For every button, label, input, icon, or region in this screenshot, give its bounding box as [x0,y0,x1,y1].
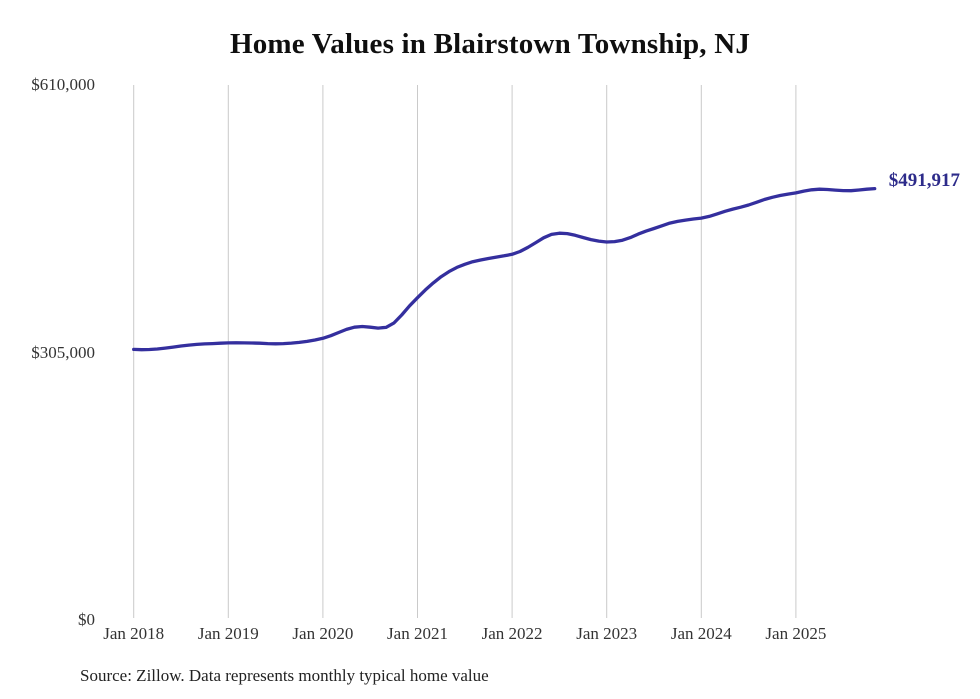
value-end-label: $491,917 [888,169,960,191]
x-tick-label: Jan 2021 [387,624,448,643]
x-tick-label: Jan 2019 [197,624,259,643]
x-tick-label: Jan 2020 [292,624,354,643]
value-line [132,186,877,352]
x-tick-label: Jan 2018 [103,624,165,643]
chart-title: Home Values in Blairstown Township, NJ [229,28,751,60]
y-tick-label: $0 [78,610,95,629]
x-tick-label: Jan 2025 [765,624,827,643]
y-tick-label: $305,000 [31,342,95,362]
source-note: Source: Zillow. Data represents monthly … [80,666,489,685]
x-tick-label: Jan 2024 [670,624,732,643]
y-tick-label: $610,000 [31,75,95,94]
x-tick-label: Jan 2023 [576,624,638,643]
x-tick-label: Jan 2022 [481,624,543,643]
